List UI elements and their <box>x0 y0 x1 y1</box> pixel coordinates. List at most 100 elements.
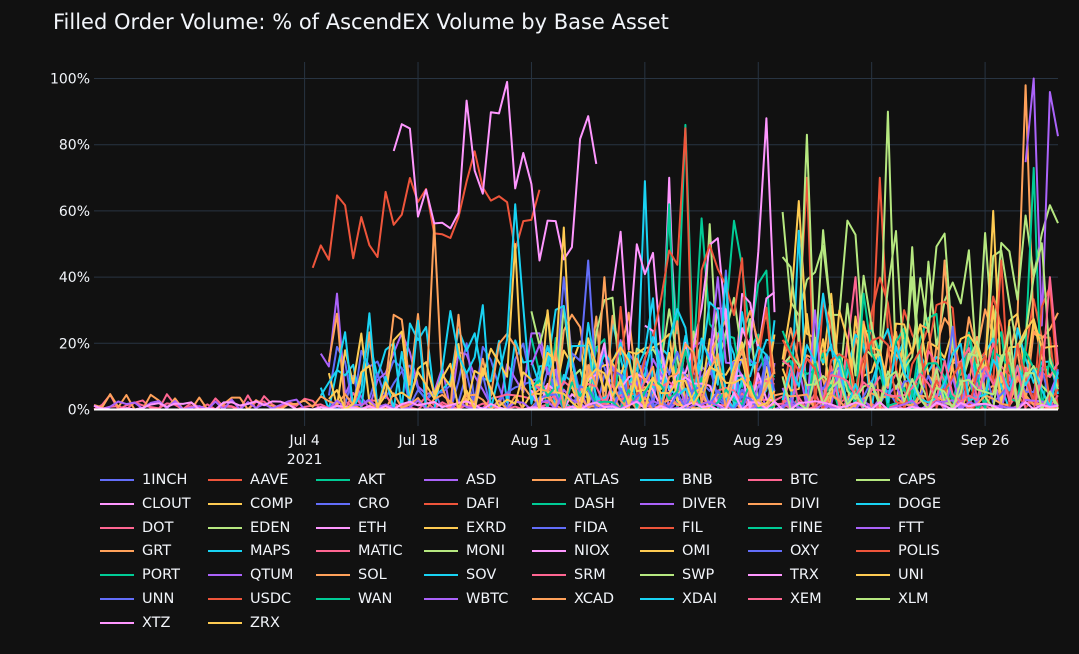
legend-swatch <box>532 598 566 600</box>
legend-item-swp[interactable]: SWP <box>640 565 714 585</box>
legend-label: XTZ <box>142 614 171 631</box>
legend-item-matic[interactable]: MATIC <box>316 541 403 561</box>
legend-item-cro[interactable]: CRO <box>316 494 390 514</box>
legend-item-wbtc[interactable]: WBTC <box>424 589 508 609</box>
legend-item-comp[interactable]: COMP <box>208 494 293 514</box>
legend-item-omi[interactable]: OMI <box>640 541 710 561</box>
legend-item-xlm[interactable]: XLM <box>856 589 929 609</box>
legend-item-port[interactable]: PORT <box>100 565 180 585</box>
legend-item-niox[interactable]: NIOX <box>532 541 610 561</box>
legend-item-akt[interactable]: AKT <box>316 470 385 490</box>
legend-swatch <box>532 574 566 577</box>
y-tick-label: 60% <box>59 204 90 220</box>
series-line-maps[interactable] <box>319 203 775 411</box>
legend-swatch <box>208 502 242 505</box>
legend-item-clout[interactable]: CLOUT <box>100 494 191 514</box>
y-axis-ticks: 0% 20% 40% 60% 80% 100% <box>50 72 90 419</box>
legend-item-eth[interactable]: ETH <box>316 518 387 538</box>
legend-item-atlas[interactable]: ATLAS <box>532 470 619 490</box>
legend-item-1inch[interactable]: 1INCH <box>100 470 187 490</box>
legend-swatch <box>856 574 890 577</box>
legend-item-eden[interactable]: EDEN <box>208 518 290 538</box>
legend-swatch <box>748 550 782 553</box>
legend-label: EDEN <box>250 519 291 536</box>
legend-item-sov[interactable]: SOV <box>424 565 496 585</box>
series-line-xlm[interactable] <box>781 325 1059 411</box>
series-line-xcad[interactable] <box>530 276 776 411</box>
x-tick-label: Jul 4 <box>288 433 319 449</box>
legend-item-btc[interactable]: BTC <box>748 470 818 490</box>
legend-item-xcad[interactable]: XCAD <box>532 589 614 609</box>
legend-swatch <box>532 479 566 481</box>
legend-label: XLM <box>898 591 929 607</box>
legend-swatch <box>640 479 674 481</box>
legend-item-grt[interactable]: GRT <box>100 541 171 561</box>
legend-label: SOL <box>358 567 387 584</box>
x-tick-label: Sep 12 <box>847 433 896 449</box>
legend-label: FINE <box>790 519 823 536</box>
legend-item-maps[interactable]: MAPS <box>208 541 290 561</box>
x-tick-label: Aug 1 <box>511 433 552 449</box>
legend-label: DASH <box>574 495 615 512</box>
series-line-xem[interactable] <box>781 276 1059 411</box>
legend-label: UNI <box>898 567 924 584</box>
legend-label: FIL <box>682 519 703 536</box>
legend-label: GRT <box>142 543 172 560</box>
legend-item-sol[interactable]: SOL <box>316 565 387 585</box>
legend-item-wan[interactable]: WAN <box>316 589 392 609</box>
legend-label: COMP <box>250 495 293 512</box>
legend-item-srm[interactable]: SRM <box>532 565 606 585</box>
legend-label: TRX <box>790 567 819 584</box>
legend-item-oxy[interactable]: OXY <box>748 541 819 561</box>
legend-item-trx[interactable]: TRX <box>748 565 819 585</box>
legend-item-xem[interactable]: XEM <box>748 589 822 609</box>
legend-item-dash[interactable]: DASH <box>532 494 615 514</box>
legend-item-usdc[interactable]: USDC <box>208 589 291 609</box>
legend-item-dot[interactable]: DOT <box>100 518 173 538</box>
legend-item-caps[interactable]: CAPS <box>856 470 936 490</box>
legend-label: SRM <box>574 567 606 584</box>
legend-item-unn[interactable]: UNN <box>100 589 174 609</box>
x-tick-sublabel: 2021 <box>287 452 323 468</box>
legend-label: CRO <box>358 495 390 512</box>
line-chart[interactable]: 0% 20% 40% 60% 80% 100% Jul 4 2021 Jul 18 Aug 1 A… <box>0 0 1079 470</box>
legend-item-fil[interactable]: FIL <box>640 518 703 538</box>
legend-item-divi[interactable]: DIVI <box>748 494 820 514</box>
legend-swatch <box>316 574 350 577</box>
legend-label: ATLAS <box>574 472 620 488</box>
legend-swatch <box>208 526 242 529</box>
legend-item-zrx[interactable]: ZRX <box>208 613 280 633</box>
series-line-dafi[interactable] <box>311 150 541 269</box>
legend-item-xtz[interactable]: XTZ <box>100 613 170 633</box>
legend-item-dafi[interactable]: DAFI <box>424 494 499 514</box>
series-line-eth[interactable] <box>392 80 598 262</box>
legend-item-xdai[interactable]: XDAI <box>640 589 717 609</box>
legend-item-fine[interactable]: FINE <box>748 518 823 538</box>
legend-item-asd[interactable]: ASD <box>424 470 496 490</box>
legend-item-ftt[interactable]: FTT <box>856 518 924 538</box>
legend-label: XEM <box>790 591 822 607</box>
series-line-xtz[interactable] <box>93 391 1059 411</box>
series-line-wbtc[interactable] <box>93 388 1059 411</box>
legend-item-fida[interactable]: FIDA <box>532 518 607 538</box>
legend-item-bnb[interactable]: BNB <box>640 470 713 490</box>
x-axis-ticks: Jul 4 2021 Jul 18 Aug 1 Aug 15 Aug 29 Sep 12 Se… <box>287 433 1010 468</box>
legend-label: PORT <box>142 567 181 584</box>
series-line-moni[interactable] <box>781 133 1059 390</box>
legend-item-exrd[interactable]: EXRD <box>424 518 506 538</box>
legend-item-qtum[interactable]: QTUM <box>208 565 293 585</box>
legend-item-moni[interactable]: MONI <box>424 541 505 561</box>
legend-swatch <box>424 550 458 553</box>
legend-item-polis[interactable]: POLIS <box>856 541 940 561</box>
legend-swatch <box>208 598 242 600</box>
series-line-diver[interactable] <box>1024 77 1059 327</box>
legend-label: NIOX <box>574 543 610 560</box>
legend-label: OXY <box>790 543 820 560</box>
legend-item-diver[interactable]: DIVER <box>640 494 727 514</box>
legend-item-uni[interactable]: UNI <box>856 565 924 585</box>
y-tick-label: 80% <box>59 138 90 154</box>
legend-item-aave[interactable]: AAVE <box>208 470 288 490</box>
legend-item-doge[interactable]: DOGE <box>856 494 941 514</box>
series-line-zrx[interactable] <box>328 309 776 411</box>
legend-swatch <box>532 550 566 553</box>
